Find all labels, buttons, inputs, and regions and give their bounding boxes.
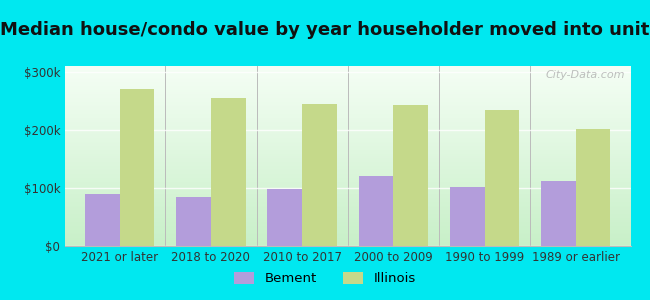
Text: City-Data.com: City-Data.com: [545, 70, 625, 80]
Bar: [211, 98, 246, 246]
Bar: [85, 194, 120, 246]
Text: Median house/condo value by year householder moved into unit: Median house/condo value by year househo…: [0, 21, 650, 39]
Bar: [268, 189, 302, 246]
Bar: [393, 105, 428, 246]
Bar: [302, 104, 337, 246]
Legend: Bement, Illinois: Bement, Illinois: [229, 266, 421, 290]
Bar: [120, 89, 155, 246]
Bar: [576, 129, 610, 246]
Bar: [541, 181, 576, 246]
Bar: [450, 187, 484, 246]
Bar: [484, 110, 519, 246]
Bar: [176, 196, 211, 246]
Bar: [359, 176, 393, 246]
